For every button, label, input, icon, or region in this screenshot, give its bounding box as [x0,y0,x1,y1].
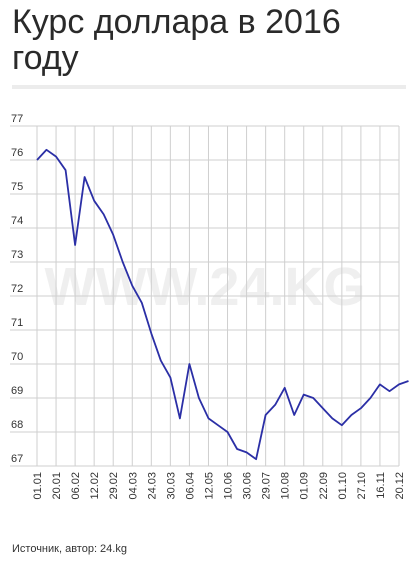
y-tick-label: 75 [11,181,23,193]
y-tick-label: 68 [11,419,23,431]
page-title: Курс доллара в 2016 году [12,3,341,77]
x-tick-label: 27.10 [356,472,368,500]
x-tick-label: 16.11 [375,472,387,499]
y-axis: 67 68 69 70 71 72 73 74 75 76 77 [11,113,23,465]
x-tick-label: 20.12 [394,472,406,500]
series-line-usd [36,148,409,461]
x-tick-label: 29.07 [261,472,273,500]
y-tick-label: 73 [11,249,23,261]
x-axis: 01.01 20.01 06.02 12.02 29.02 04.03 24.03 30.03… [32,472,406,500]
y-tick-label: 76 [11,147,23,159]
x-tick-label: 01.01 [32,472,44,500]
x-tick-label: 24.03 [146,472,158,500]
x-tick-label: 06.02 [70,472,82,500]
x-tick-label: 12.05 [203,472,215,500]
line-chart: WWW.24.KG 67 68 69 70 71 72 73 74 75 76 77 01.01 20… [10,113,409,500]
y-tick-label: 70 [11,351,23,363]
x-tick-label: 29.02 [108,472,120,500]
x-tick-label: 12.02 [89,472,101,500]
y-tick-label: 69 [11,385,23,397]
x-tick-label: 10.06 [223,472,235,500]
y-tick-label: 71 [11,317,23,329]
y-tick-label: 72 [11,283,23,295]
x-tick-label: 06.04 [184,472,196,500]
x-tick-label: 20.01 [51,472,63,500]
x-tick-label: 01.10 [337,472,349,500]
x-tick-label: 10.08 [280,472,292,500]
y-tick-label: 77 [11,113,23,125]
x-tick-label: 30.03 [165,472,177,500]
source-note: Источник, автор: 24.kg [12,543,127,555]
y-tick-label: 67 [11,453,23,465]
x-tick-label: 01.09 [299,472,311,500]
y-tick-label: 74 [11,215,23,227]
watermark: WWW.24.KG [45,257,366,317]
chart-grid [10,125,400,467]
x-tick-label: 04.03 [127,472,139,500]
x-tick-label: 22.09 [318,472,330,500]
title-divider [12,85,406,89]
x-tick-label: 30.06 [242,472,254,500]
